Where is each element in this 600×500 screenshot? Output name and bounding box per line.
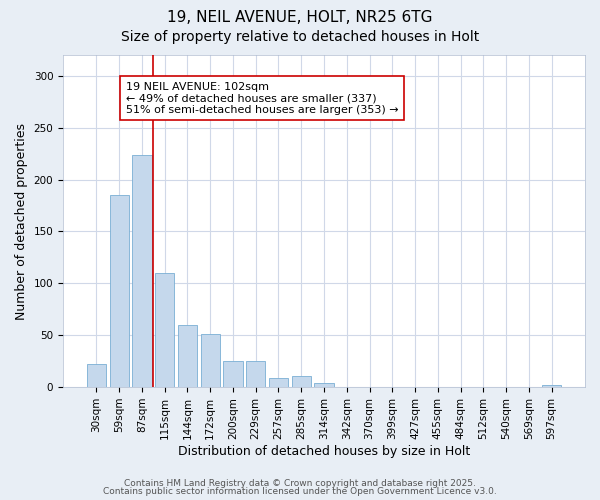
Bar — [542, 385, 561, 387]
Bar — [155, 273, 175, 387]
Text: Contains HM Land Registry data © Crown copyright and database right 2025.: Contains HM Land Registry data © Crown c… — [124, 478, 476, 488]
Y-axis label: Number of detached properties: Number of detached properties — [15, 122, 28, 320]
Bar — [269, 378, 288, 387]
Bar — [223, 361, 242, 387]
X-axis label: Distribution of detached houses by size in Holt: Distribution of detached houses by size … — [178, 444, 470, 458]
Text: 19, NEIL AVENUE, HOLT, NR25 6TG: 19, NEIL AVENUE, HOLT, NR25 6TG — [167, 10, 433, 25]
Bar — [178, 325, 197, 387]
Bar — [246, 361, 265, 387]
Bar — [132, 154, 152, 387]
Bar — [292, 376, 311, 387]
Text: 19 NEIL AVENUE: 102sqm
← 49% of detached houses are smaller (337)
51% of semi-de: 19 NEIL AVENUE: 102sqm ← 49% of detached… — [125, 82, 398, 115]
Text: Contains public sector information licensed under the Open Government Licence v3: Contains public sector information licen… — [103, 487, 497, 496]
Bar — [87, 364, 106, 387]
Bar — [200, 334, 220, 387]
Bar — [314, 383, 334, 387]
Text: Size of property relative to detached houses in Holt: Size of property relative to detached ho… — [121, 30, 479, 44]
Bar — [110, 195, 129, 387]
